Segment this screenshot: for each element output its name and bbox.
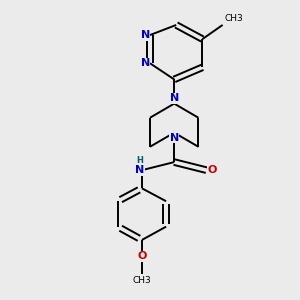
Text: H: H xyxy=(136,156,143,165)
Text: CH3: CH3 xyxy=(225,14,243,23)
Text: N: N xyxy=(140,30,150,40)
Text: O: O xyxy=(207,165,217,175)
Text: N: N xyxy=(169,133,179,143)
Text: O: O xyxy=(137,251,147,261)
Text: N: N xyxy=(140,58,150,68)
Text: CH3: CH3 xyxy=(133,276,151,285)
Text: N: N xyxy=(169,93,179,103)
Text: N: N xyxy=(135,165,144,175)
